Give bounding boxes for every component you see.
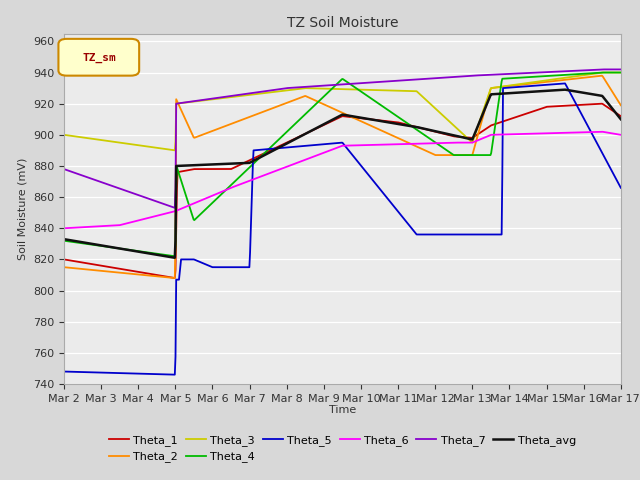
Theta_6 <box>398 141 406 147</box>
Theta_5 <box>384 196 392 202</box>
Theta_3 <box>483 96 491 102</box>
Theta_2 <box>415 145 423 151</box>
Theta_1 <box>171 275 179 281</box>
Theta_3 <box>171 147 179 153</box>
Line: Theta_1: Theta_1 <box>64 104 621 278</box>
Theta_1 <box>483 125 491 131</box>
Theta_5 <box>483 232 491 238</box>
Theta_4 <box>617 70 625 75</box>
Theta_4 <box>60 238 68 244</box>
Theta_5 <box>399 215 406 220</box>
Theta_3 <box>540 78 548 84</box>
Theta_1 <box>617 113 625 119</box>
Line: Theta_6: Theta_6 <box>64 132 621 228</box>
Theta_6 <box>540 131 547 136</box>
Title: TZ Soil Moisture: TZ Soil Moisture <box>287 16 398 30</box>
Theta_7 <box>384 78 392 84</box>
Line: Theta_4: Theta_4 <box>64 72 621 256</box>
Theta_1 <box>94 262 102 268</box>
Legend: Theta_1, Theta_2, Theta_3, Theta_4, Theta_5, Theta_6, Theta_7, Theta_avg: Theta_1, Theta_2, Theta_3, Theta_4, Thet… <box>109 435 576 462</box>
Theta_5 <box>171 372 179 378</box>
Theta_2 <box>399 137 406 143</box>
Theta_7 <box>171 205 179 211</box>
Theta_7 <box>483 72 491 78</box>
Theta_7 <box>540 69 548 75</box>
Theta_4 <box>415 129 423 134</box>
Theta_5 <box>94 370 102 375</box>
Theta_6 <box>617 132 625 138</box>
Theta_7 <box>617 67 625 72</box>
Theta_1 <box>540 105 548 110</box>
Theta_3 <box>384 87 392 93</box>
Theta_avg <box>540 88 548 94</box>
Theta_2 <box>94 268 102 274</box>
FancyBboxPatch shape <box>58 39 139 76</box>
Theta_6 <box>94 224 102 229</box>
Theta_7 <box>415 76 423 82</box>
Theta_1 <box>399 120 406 126</box>
Theta_5 <box>415 232 423 238</box>
X-axis label: Time: Time <box>329 405 356 415</box>
Line: Theta_3: Theta_3 <box>64 72 621 150</box>
Theta_avg <box>617 116 625 122</box>
Theta_4 <box>483 152 491 158</box>
Theta_5 <box>60 369 68 374</box>
Theta_avg <box>399 122 406 128</box>
Theta_avg <box>94 242 102 248</box>
Text: TZ_sm: TZ_sm <box>82 52 116 62</box>
Line: Theta_avg: Theta_avg <box>64 90 621 258</box>
Theta_4 <box>599 70 607 75</box>
Theta_avg <box>171 255 179 261</box>
Theta_2 <box>540 79 548 85</box>
Theta_6 <box>598 129 606 134</box>
Theta_2 <box>598 73 606 79</box>
Theta_3 <box>399 88 406 94</box>
Theta_3 <box>617 70 625 75</box>
Theta_3 <box>60 132 68 138</box>
Theta_5 <box>540 82 548 88</box>
Theta_6 <box>60 226 68 231</box>
Theta_avg <box>561 87 569 93</box>
Theta_1 <box>60 256 68 262</box>
Theta_2 <box>617 102 625 108</box>
Theta_avg <box>60 236 68 242</box>
Line: Theta_7: Theta_7 <box>64 70 621 208</box>
Theta_3 <box>94 137 102 143</box>
Theta_1 <box>598 101 606 107</box>
Theta_2 <box>483 99 491 105</box>
Theta_1 <box>415 125 423 131</box>
Line: Theta_5: Theta_5 <box>64 84 621 375</box>
Theta_avg <box>483 101 491 107</box>
Y-axis label: Soil Moisture (mV): Soil Moisture (mV) <box>17 157 28 260</box>
Theta_4 <box>94 242 102 248</box>
Theta_avg <box>415 125 423 131</box>
Theta_6 <box>483 134 490 140</box>
Theta_4 <box>540 73 548 79</box>
Theta_2 <box>384 131 392 136</box>
Theta_3 <box>599 70 607 75</box>
Theta_2 <box>60 264 68 270</box>
Theta_1 <box>384 119 392 124</box>
Theta_2 <box>171 275 179 281</box>
Theta_6 <box>383 142 391 147</box>
Line: Theta_2: Theta_2 <box>64 76 621 278</box>
Theta_5 <box>617 185 625 191</box>
Theta_4 <box>171 253 179 259</box>
Theta_6 <box>415 141 422 146</box>
Theta_5 <box>561 81 569 86</box>
Theta_7 <box>60 166 68 172</box>
Theta_avg <box>384 120 392 125</box>
Theta_7 <box>599 67 607 72</box>
Theta_3 <box>415 91 423 96</box>
Theta_4 <box>399 117 406 123</box>
Theta_7 <box>399 77 406 83</box>
Theta_7 <box>94 178 102 184</box>
Theta_4 <box>384 107 392 113</box>
